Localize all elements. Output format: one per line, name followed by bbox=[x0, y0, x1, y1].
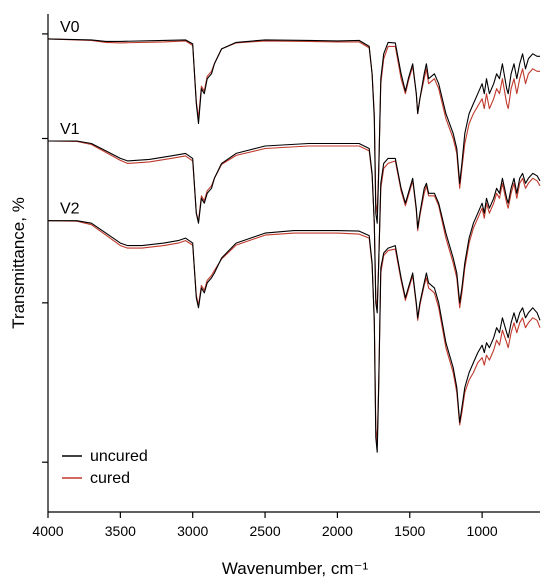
x-tick-label-2000: 2000 bbox=[322, 523, 353, 539]
series-v2-uncured bbox=[48, 220, 541, 453]
legend-label-cured: cured bbox=[90, 470, 130, 487]
group-label-v2: V2 bbox=[60, 201, 80, 218]
x-tick-label-2500: 2500 bbox=[249, 523, 280, 539]
x-tick-label-3500: 3500 bbox=[105, 523, 136, 539]
axes bbox=[47, 14, 540, 513]
x-tick-label-4000: 4000 bbox=[32, 523, 63, 539]
series-v0-uncured bbox=[47, 38, 540, 224]
group-label-v0: V0 bbox=[60, 19, 80, 36]
y-axis-title: Transmittance, % bbox=[9, 197, 28, 329]
x-axis-title: Wavenumber, cm⁻¹ bbox=[222, 559, 369, 578]
group-label-v1: V1 bbox=[60, 121, 80, 138]
x-ticks: 4000 3500 3000 2500 2000 1500 1000 bbox=[32, 512, 498, 539]
series-v1-uncured bbox=[48, 140, 541, 314]
x-tick-label-3000: 3000 bbox=[177, 523, 208, 539]
legend: uncured cured bbox=[62, 448, 148, 487]
series-v1-cured bbox=[47, 140, 541, 309]
x-tick-label-1500: 1500 bbox=[394, 523, 425, 539]
legend-label-uncured: uncured bbox=[90, 448, 148, 465]
y-ticks bbox=[42, 33, 48, 463]
group-labels: V0 V1 V2 bbox=[60, 19, 80, 218]
x-tick-label-1000: 1000 bbox=[467, 523, 498, 539]
series-layer bbox=[47, 38, 541, 453]
